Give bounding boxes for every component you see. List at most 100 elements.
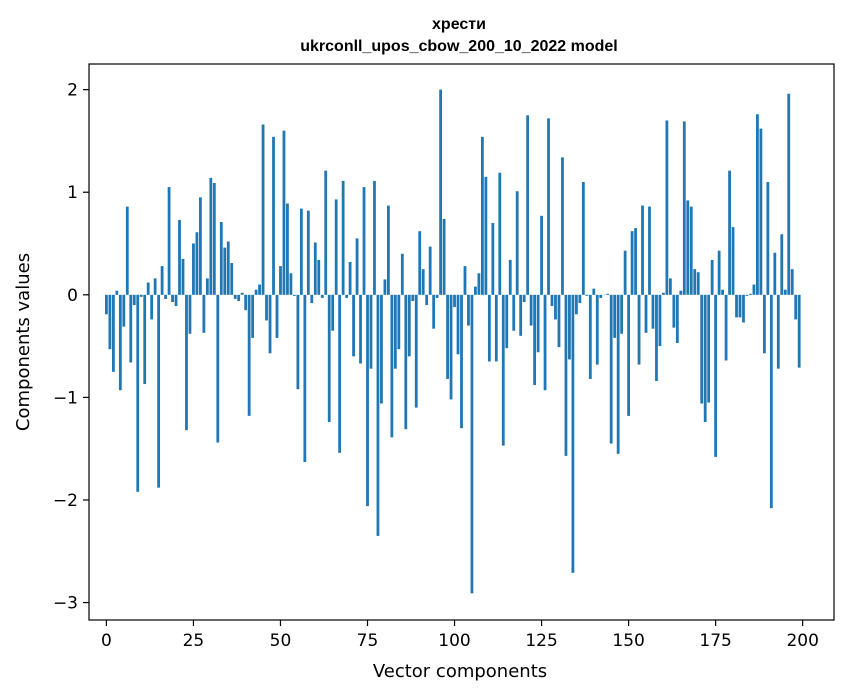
- y-tick-label: −2: [53, 491, 78, 511]
- bar-22: [181, 258, 185, 295]
- bar-83: [393, 294, 397, 369]
- bar-96: [439, 89, 443, 295]
- x-tick-label: 25: [183, 631, 205, 651]
- bar-120: [522, 294, 526, 302]
- bar-47: [268, 294, 272, 354]
- bar-155: [644, 294, 648, 333]
- bar-190: [766, 181, 770, 295]
- bar-137: [581, 181, 585, 295]
- bar-46: [265, 294, 268, 321]
- x-tick-label: 75: [357, 631, 379, 651]
- bar-183: [742, 294, 745, 323]
- bar-29: [205, 278, 209, 295]
- bar-4: [118, 294, 122, 391]
- bar-95: [435, 294, 439, 298]
- bar-102: [460, 294, 463, 429]
- bar-166: [682, 121, 686, 295]
- bar-61: [317, 259, 321, 295]
- bar-24: [188, 294, 192, 334]
- bar-110: [487, 294, 491, 362]
- bar-78: [376, 294, 380, 536]
- bar-50: [279, 266, 282, 295]
- bar-42: [251, 294, 255, 338]
- bar-180: [731, 227, 735, 295]
- bar-146: [613, 294, 617, 338]
- bar-71: [352, 294, 355, 357]
- bar-51: [282, 130, 286, 295]
- bars-group: [105, 89, 801, 594]
- bar-142: [599, 294, 603, 298]
- bar-15: [157, 294, 161, 488]
- y-axis-ticks: −3 −2 −1 0 1 2: [53, 81, 89, 614]
- bar-31: [212, 183, 216, 295]
- bar-189: [762, 294, 766, 354]
- bar-107: [477, 273, 481, 295]
- bar-17: [164, 294, 167, 299]
- bar-184: [745, 294, 749, 296]
- bar-35: [226, 241, 230, 295]
- bar-9: [136, 294, 140, 492]
- bar-41: [247, 294, 251, 416]
- bar-100: [453, 294, 456, 308]
- bar-140: [592, 288, 596, 295]
- bar-130: [557, 294, 561, 348]
- bar-19: [171, 294, 174, 302]
- bar-88: [411, 294, 415, 301]
- bar-174: [710, 259, 714, 295]
- x-axis-label: Vector components: [373, 661, 547, 682]
- bar-76: [369, 294, 373, 369]
- bar-167: [686, 200, 690, 295]
- bar-150: [627, 294, 630, 416]
- bar-191: [769, 294, 773, 509]
- bar-54: [293, 294, 296, 296]
- bar-5: [122, 294, 126, 327]
- bar-26: [195, 232, 199, 295]
- bar-188: [759, 128, 763, 295]
- bar-52: [286, 203, 289, 295]
- bar-115: [505, 294, 509, 349]
- bar-44: [258, 284, 261, 295]
- bar-186: [752, 284, 756, 295]
- bar-151: [630, 231, 634, 295]
- bar-94: [432, 294, 436, 329]
- bar-1: [108, 294, 112, 350]
- bar-12: [146, 282, 150, 295]
- bar-159: [658, 294, 662, 347]
- bar-138: [585, 294, 589, 296]
- bar-32: [216, 294, 220, 443]
- bar-92: [425, 294, 429, 306]
- bar-182: [738, 294, 742, 318]
- bar-55: [296, 294, 300, 390]
- bar-187: [756, 114, 759, 295]
- bar-185: [749, 293, 752, 295]
- bar-116: [508, 259, 512, 295]
- bar-103: [463, 266, 467, 295]
- y-tick-label: 1: [67, 183, 78, 203]
- bar-172: [703, 294, 707, 423]
- bar-163: [672, 294, 676, 328]
- bar-161: [665, 120, 669, 295]
- bar-113: [498, 172, 502, 295]
- bar-79: [380, 294, 383, 404]
- bar-162: [668, 278, 672, 295]
- bar-43: [254, 289, 258, 295]
- bar-25: [192, 243, 195, 295]
- bar-179: [728, 170, 731, 295]
- bar-173: [707, 294, 711, 403]
- bar-90: [418, 231, 422, 295]
- bar-118: [515, 191, 519, 295]
- bar-34: [223, 247, 227, 295]
- bar-37: [233, 294, 237, 299]
- bar-40: [244, 294, 248, 311]
- bar-63: [324, 170, 328, 295]
- bar-65: [331, 294, 335, 331]
- bar-114: [501, 294, 505, 446]
- bar-18: [167, 187, 171, 295]
- bar-85: [400, 253, 404, 295]
- bar-106: [474, 286, 477, 295]
- y-tick-label: 0: [67, 286, 78, 306]
- bar-75: [366, 294, 369, 507]
- bar-28: [202, 294, 206, 333]
- bar-45: [261, 124, 265, 295]
